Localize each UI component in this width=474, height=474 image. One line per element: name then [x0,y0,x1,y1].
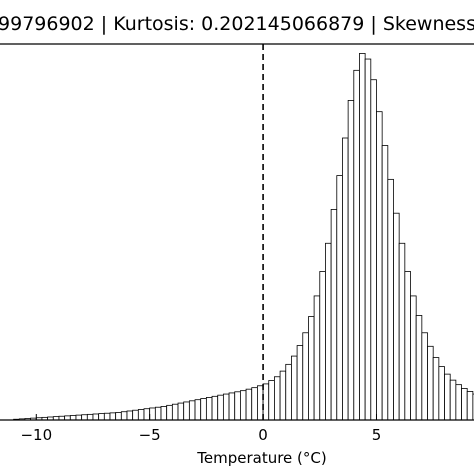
histogram-bar [257,385,264,421]
x-tick-label: −10 [20,426,52,444]
histogram-bar [69,415,77,421]
histogram-bar [364,58,372,421]
histogram-bar [359,53,366,421]
histogram-bar [444,373,451,421]
x-tick-label: 5 [372,426,382,444]
histogram-bar [98,413,105,421]
histogram-bar [166,404,173,421]
histogram-bar [160,406,168,421]
histogram-bar [291,355,298,421]
histogram-bar [120,411,128,421]
histogram-bar [149,407,156,421]
histogram-bar [188,400,196,421]
histogram-bar [404,271,411,421]
histogram-bar [319,271,326,421]
histogram-bar [228,392,236,421]
histogram-bar [194,399,202,421]
histogram-bar [262,383,270,421]
histogram-bar [472,393,474,421]
histogram-bar [398,242,406,421]
histogram-bar [103,412,111,421]
histogram-bar [143,408,151,421]
histogram-bar [239,390,247,421]
histogram-bar [126,410,134,421]
histogram-bar [353,69,360,421]
histogram-bar [81,414,88,421]
histogram-bar [177,402,185,421]
histogram-bar [330,209,338,421]
x-tick-label: 0 [258,426,268,444]
histogram-bar [296,345,304,421]
histogram-bar [217,394,224,421]
histogram-bars [13,53,474,421]
histogram-bar [325,242,332,421]
histogram-bar [132,409,139,421]
histogram-bar [86,413,94,421]
histogram-bar [308,316,315,421]
histogram-bar [376,111,383,421]
histogram-bar [421,332,428,421]
chart-title: 99796902 | Kurtosis: 0.202145066879 | Sk… [0,13,474,35]
histogram-bar [432,357,440,421]
histogram-bar [342,137,349,421]
histogram-bar [381,145,389,421]
histogram-bar [370,79,377,421]
histogram-bar [438,366,445,421]
histogram-bar [347,100,355,421]
histogram-bar [154,406,162,421]
histogram-bar [268,380,275,421]
histogram-bar [234,391,241,421]
histogram-bar [387,178,394,421]
histogram-bar [336,175,343,421]
histogram-bar [205,397,213,421]
histogram-bar [285,363,292,421]
histogram-bar [461,388,468,421]
histogram-bar [279,370,287,421]
histogram-bar [455,384,462,421]
histogram-bar [115,412,122,421]
histogram-bar [64,415,71,421]
histogram-bar [313,295,321,421]
histogram-bar [75,414,83,421]
histogram-bar [222,393,230,421]
histogram-bar [92,413,100,421]
histogram-bar [449,379,457,421]
histogram-bar [302,332,309,421]
histogram-bar [211,395,219,421]
x-axis-ticks: −10 −5 0 5 [20,414,381,444]
histogram-bar [109,412,117,421]
histogram-bar [183,401,190,421]
histogram-bar [137,409,145,421]
histogram-bar [251,387,258,421]
histogram-bar [410,295,417,421]
histogram-bar [393,212,400,421]
histogram-bar [274,376,281,421]
x-axis-label: Temperature (°C) [196,449,326,467]
histogram-bar [466,391,474,421]
x-tick-label: −5 [139,426,161,444]
histogram-bar [427,345,434,421]
histogram-bar [171,403,179,421]
histogram-bar [415,315,423,421]
histogram-bar [200,398,207,421]
histogram-bar [245,388,253,421]
